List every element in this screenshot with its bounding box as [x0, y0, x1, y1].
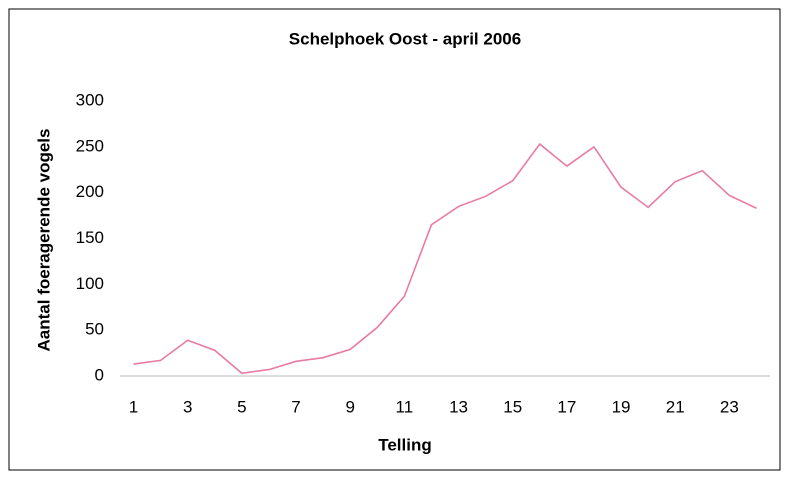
- y-tick-label: 100: [76, 274, 104, 293]
- y-tick-label: 250: [76, 136, 104, 155]
- x-tick-label: 11: [396, 397, 414, 416]
- chart-border: [8, 8, 781, 471]
- x-tick-label: 21: [666, 397, 685, 416]
- x-tick-label: 17: [557, 397, 576, 416]
- y-tick-label: 200: [76, 182, 104, 201]
- x-tick-label: 9: [345, 397, 354, 416]
- y-tick-label: 150: [76, 228, 104, 247]
- x-tick-label: 7: [291, 397, 300, 416]
- x-axis-label: Telling: [378, 435, 432, 454]
- chart-title: Schelphoek Oost - april 2006: [289, 29, 521, 48]
- y-tick-label: 300: [76, 90, 104, 109]
- x-tick-label: 19: [612, 397, 631, 416]
- data-line: [133, 142, 757, 375]
- x-tick-label: 1: [129, 397, 138, 416]
- x-tick-label: 3: [183, 397, 192, 416]
- x-tick-label: 15: [503, 397, 522, 416]
- y-axis-label: Aantal foeragerende vogels: [34, 129, 53, 352]
- x-tick-label: 5: [237, 397, 246, 416]
- y-tick-label: 0: [95, 365, 104, 384]
- y-tick-label: 50: [85, 320, 104, 339]
- x-tick-label: 13: [449, 397, 468, 416]
- x-tick-label: 23: [720, 397, 739, 416]
